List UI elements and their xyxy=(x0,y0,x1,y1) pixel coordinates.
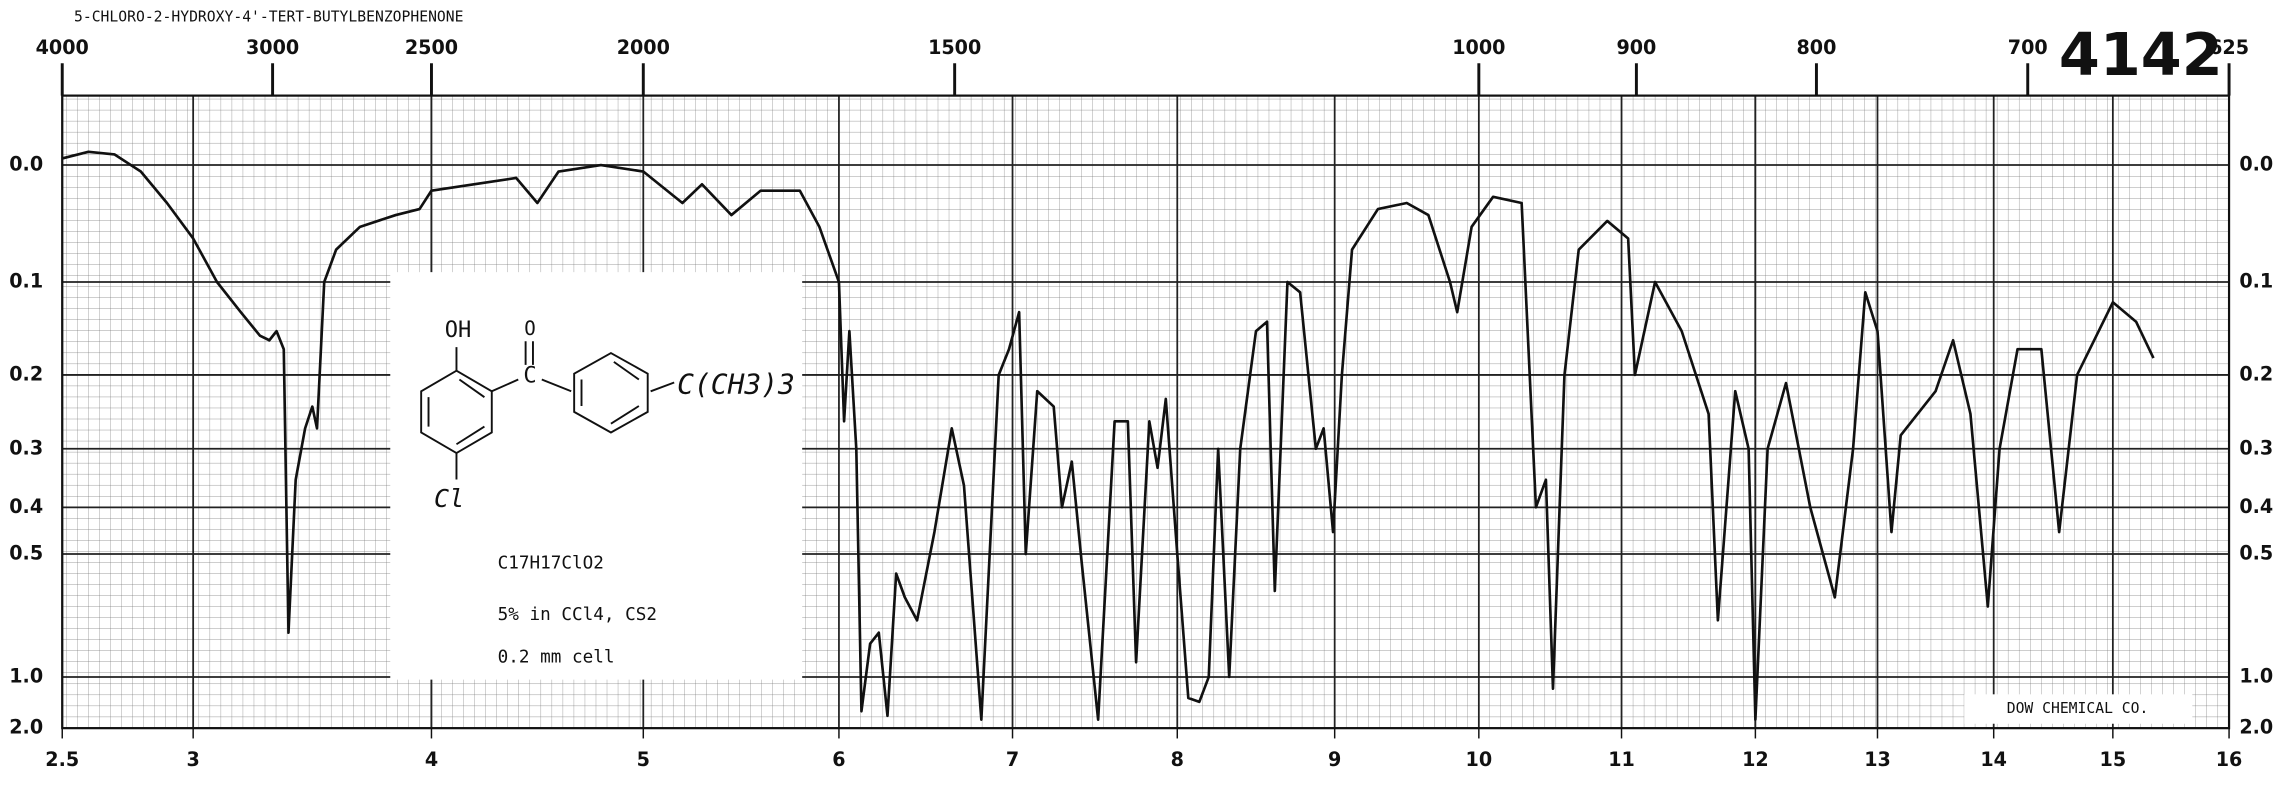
y-tick-label: 0.3 xyxy=(9,436,43,459)
formula: C17H17ClO2 xyxy=(498,553,604,573)
y-tick-label: 0.1 xyxy=(9,270,43,293)
x-tick-label: 13 xyxy=(1864,748,1891,771)
x-tick-label: 10 xyxy=(1466,748,1493,771)
y-tick-label: 2.0 xyxy=(9,716,43,739)
y-tick-label-right: 2.0 xyxy=(2239,716,2273,739)
x2-tick-label: 2000 xyxy=(617,36,670,59)
y-tick-label-right: 0.5 xyxy=(2239,541,2273,564)
x-tick-label: 8 xyxy=(1171,748,1184,771)
chart-title: 5-CHLORO-2-HYDROXY-4'-TERT-BUTYLBENZOPHE… xyxy=(74,9,464,26)
y-tick-label: 0.5 xyxy=(9,541,43,564)
x2-tick-label: 800 xyxy=(1796,36,1836,59)
x-tick-label: 2.5 xyxy=(45,748,79,771)
y-tick-label: 0.2 xyxy=(9,362,43,385)
y-tick-label-right: 0.0 xyxy=(2239,153,2273,176)
minor-grid xyxy=(62,95,2230,729)
solvent: 5% in CCl4, CS2 xyxy=(498,605,657,625)
ring-2 xyxy=(573,351,649,434)
x-tick-label: 3 xyxy=(187,748,200,771)
structure-inset: OH O C Cl C(CH3)3 C17H17ClO2 5% in CCl4,… xyxy=(390,272,803,680)
x2-tick-label: 700 xyxy=(2008,36,2048,59)
x2-tick-label: 4000 xyxy=(36,36,89,59)
x-tick-label: 4 xyxy=(425,748,438,771)
x-tick-label: 6 xyxy=(832,748,845,771)
y-tick-label: 1.0 xyxy=(9,664,43,687)
bonds xyxy=(455,341,675,480)
x-tick-label: 11 xyxy=(1608,748,1635,771)
x2-tick-label: 1000 xyxy=(1452,36,1505,59)
x-tick-label: 9 xyxy=(1328,748,1341,771)
x-tick-label: 12 xyxy=(1742,748,1769,771)
y-tick-label: 0.4 xyxy=(9,495,43,518)
x2-tick-label: 900 xyxy=(1616,36,1656,59)
x2-tick-label: 3000 xyxy=(246,36,299,59)
credit: DOW CHEMICAL CO. xyxy=(2007,700,2149,717)
x2-tick-label: 2500 xyxy=(405,36,458,59)
plot-frame xyxy=(61,94,2231,730)
y-tick-label-right: 0.4 xyxy=(2239,495,2273,518)
cell: 0.2 mm cell xyxy=(498,648,615,668)
credit-box xyxy=(1964,694,2193,724)
x-tick-label: 15 xyxy=(2100,748,2127,771)
y-tick-label-right: 0.2 xyxy=(2239,362,2273,385)
y-tick-label-right: 0.1 xyxy=(2239,270,2273,293)
x2-tick-label: 1500 xyxy=(928,36,981,59)
x-tick-label: 16 xyxy=(2216,748,2243,771)
structure-label: Cl xyxy=(434,484,464,513)
marks xyxy=(61,150,2155,721)
x2-tick-label: 625 xyxy=(2209,36,2249,59)
spectrum-line xyxy=(61,150,2155,721)
y-tick-label-right: 1.0 xyxy=(2239,664,2273,687)
spectrum-number: 4142 xyxy=(2059,20,2223,89)
x-tick-label: 5 xyxy=(637,748,650,771)
inset-box xyxy=(390,272,803,680)
structure-label: OH xyxy=(445,318,472,343)
y-tick-label: 0.0 xyxy=(9,153,43,176)
structure-label: O xyxy=(524,317,536,340)
structure-label: C xyxy=(523,364,536,389)
x-tick-label: 14 xyxy=(1980,748,2007,771)
x-tick-label: 7 xyxy=(1006,748,1019,771)
structure-label: C(CH3)3 xyxy=(677,367,795,400)
y-tick-label-right: 0.3 xyxy=(2239,436,2273,459)
